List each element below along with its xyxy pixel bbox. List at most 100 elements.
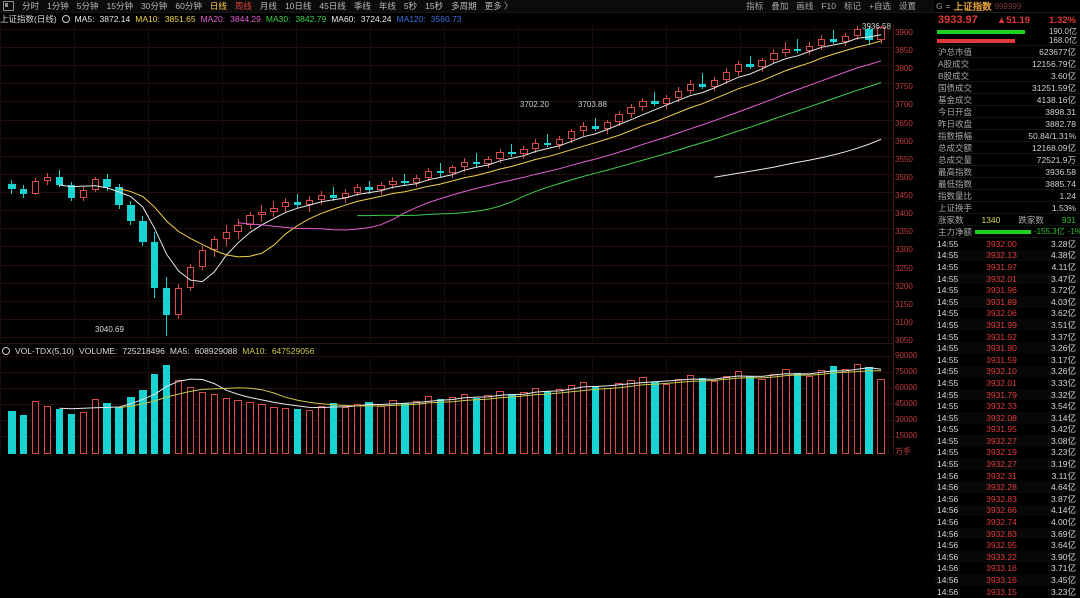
tick-time: 14:55 xyxy=(937,447,959,458)
tick-row[interactable]: 14:55 3932.08 3.14亿 xyxy=(934,411,1080,424)
period-daily[interactable]: 日线 xyxy=(209,1,227,11)
menu-indicator[interactable]: 指标 xyxy=(746,1,764,11)
tick-row[interactable]: 14:55 3931.89 4.03亿 xyxy=(934,295,1080,308)
tick-row[interactable]: 14:55 3931.96 3.72亿 xyxy=(934,284,1080,296)
tick-row[interactable]: 14:55 3931.95 3.42亿 xyxy=(934,424,1080,436)
tick-row[interactable]: 14:56 3932.83 3.87亿 xyxy=(934,493,1080,505)
period-15sec[interactable]: 15秒 xyxy=(425,1,444,11)
tick-row[interactable]: 14:56 3932.31 3.11亿 xyxy=(934,470,1080,482)
period-monthly[interactable]: 月线 xyxy=(259,1,277,11)
stat-label: B股成交 xyxy=(938,70,970,81)
period-1min[interactable]: 1分钟 xyxy=(47,1,69,11)
tick-row[interactable]: 14:56 3932.28 4.64亿 xyxy=(934,481,1080,494)
tick-row[interactable]: 14:55 3931.99 3.51亿 xyxy=(934,319,1080,331)
instrument-name[interactable]: 上证指数 xyxy=(953,2,992,13)
tick-row[interactable]: 14:56 3933.16 3.71亿 xyxy=(934,563,1080,575)
tick-price: 3931.59 xyxy=(986,354,1017,365)
stat-value: 3936.58 xyxy=(1045,166,1076,177)
tick-time: 14:56 xyxy=(937,470,959,481)
volume-settings-dot-icon[interactable] xyxy=(2,346,10,355)
tick-row[interactable]: 14:56 3932.83 3.69亿 xyxy=(934,527,1080,540)
grid-line-v xyxy=(444,356,445,454)
period-multi[interactable]: 多周期 xyxy=(451,1,477,11)
volume-bar xyxy=(663,383,671,454)
period-5sec[interactable]: 5秒 xyxy=(403,1,418,11)
menu-add-favorite[interactable]: +自选 xyxy=(869,1,891,11)
price-chart[interactable] xyxy=(0,25,893,343)
tick-row[interactable]: 14:55 3932.27 3.19亿 xyxy=(934,458,1080,470)
tick-row[interactable]: 14:55 3932.13 4.38亿 xyxy=(934,249,1080,262)
tick-price: 3932.95 xyxy=(986,540,1017,551)
tick-volume: 4.64亿 xyxy=(1050,482,1076,493)
period-60min[interactable]: 60分钟 xyxy=(175,1,202,11)
period-45day[interactable]: 45日线 xyxy=(319,1,346,11)
stat-value: 623677亿 xyxy=(1039,46,1076,57)
toolbar-right-group[interactable]: 指标 叠加 画线 F10 标记 +自选 设置 xyxy=(742,0,920,12)
tick-row[interactable]: 14:55 3931.79 3.32亿 xyxy=(934,388,1080,401)
tick-price: 3933.22 xyxy=(986,551,1017,562)
tick-row[interactable]: 14:55 3932.00 3.28亿 xyxy=(934,238,1080,250)
candle-body xyxy=(222,232,230,240)
candle-body xyxy=(246,215,254,226)
menu-f10[interactable]: F10 xyxy=(821,1,836,11)
period-5min[interactable]: 5分钟 xyxy=(76,1,99,11)
tick-row[interactable]: 14:56 3933.22 3.90亿 xyxy=(934,551,1080,563)
quote-panel: G = 上证指数 999999 3933.97 ▲51.19 1.32% 190… xyxy=(934,0,1080,597)
price-axis-label: 3700 xyxy=(895,100,913,110)
period-15min[interactable]: 15分钟 xyxy=(106,1,133,11)
tick-price: 3931.79 xyxy=(986,389,1017,400)
stat-label: 指数量比 xyxy=(938,190,973,201)
tick-row[interactable]: 14:55 3932.06 3.62亿 xyxy=(934,308,1080,320)
menu-settings[interactable]: 设置 xyxy=(898,1,916,11)
period-fenshi[interactable]: 分时 xyxy=(22,1,40,11)
period-10day[interactable]: 10日线 xyxy=(284,1,312,11)
period-yearly[interactable]: 年线 xyxy=(378,1,396,11)
tick-row[interactable]: 14:55 3931.90 3.26亿 xyxy=(934,342,1080,354)
tick-row[interactable]: 14:55 3931.92 3.37亿 xyxy=(934,331,1080,343)
ma5-value: 3872.14 xyxy=(99,13,131,24)
volume-bar xyxy=(520,392,528,454)
tick-row[interactable]: 14:55 3932.10 3.26亿 xyxy=(934,365,1080,378)
tick-list[interactable]: 14:55 3932.00 3.28亿 14:55 3932.13 4.38亿 14:55 3… xyxy=(934,238,1080,597)
tick-row[interactable]: 14:56 3932.66 4.14亿 xyxy=(934,504,1080,517)
up-count-value: 1340 xyxy=(981,214,1001,225)
candle-body xyxy=(79,190,88,198)
tick-price: 3932.31 xyxy=(986,470,1017,481)
tick-price: 3932.06 xyxy=(986,308,1017,319)
menu-mark[interactable]: 标记 xyxy=(844,1,862,11)
tick-row[interactable]: 14:55 3932.01 3.47亿 xyxy=(934,272,1080,285)
tick-row[interactable]: 14:56 3932.95 3.64亿 xyxy=(934,539,1080,551)
volume-axis-label: 万手 xyxy=(895,447,911,456)
tick-row[interactable]: 14:55 3931.59 3.17亿 xyxy=(934,354,1080,366)
volume-bar xyxy=(829,366,838,454)
period-weekly[interactable]: 周线 xyxy=(234,1,252,11)
menu-drawline[interactable]: 画线 xyxy=(796,1,814,11)
tick-row[interactable]: 14:55 3932.19 3.23亿 xyxy=(934,447,1080,459)
tick-time: 14:56 xyxy=(937,528,959,539)
volume-bar xyxy=(198,392,207,454)
menu-overlay[interactable]: 叠加 xyxy=(771,1,789,11)
tick-time: 14:55 xyxy=(937,366,959,377)
tick-row[interactable]: 14:55 3932.33 3.54亿 xyxy=(934,400,1080,412)
tick-row[interactable]: 14:55 3932.27 3.08亿 xyxy=(934,435,1080,447)
ma-10-line xyxy=(118,40,882,258)
tick-row[interactable]: 14:56 3932.74 4.00亿 xyxy=(934,516,1080,528)
tick-row[interactable]: 14:55 3932.01 3.33亿 xyxy=(934,377,1080,389)
period-more[interactable]: 更多 〉 xyxy=(484,1,513,11)
sell-volume-bar-row: 168.0亿 xyxy=(934,36,1080,45)
tick-row[interactable]: 14:56 3933.16 3.45亿 xyxy=(934,574,1080,586)
settings-dot-icon[interactable] xyxy=(61,14,70,23)
grid-icon[interactable] xyxy=(3,1,14,11)
tick-row[interactable]: 14:56 3933.15 3.23亿 xyxy=(934,586,1080,598)
period-30min[interactable]: 30分钟 xyxy=(140,1,168,11)
stat-label: 上证换手 xyxy=(938,202,973,213)
candle-body xyxy=(377,185,385,191)
period-quarterly[interactable]: 季线 xyxy=(353,1,371,11)
volume-bar xyxy=(770,373,778,454)
period-toolbar[interactable]: 分时 1分钟 5分钟 15分钟 30分钟 60分钟 日线 周线 月线 10日线 … xyxy=(0,0,1080,13)
volume-chart[interactable] xyxy=(0,356,893,454)
volume-bar xyxy=(865,367,873,454)
tick-row[interactable]: 14:55 3931.97 4.11亿 xyxy=(934,261,1080,273)
volume-axis-label: 15000 xyxy=(895,431,918,440)
candle-body xyxy=(317,195,326,200)
